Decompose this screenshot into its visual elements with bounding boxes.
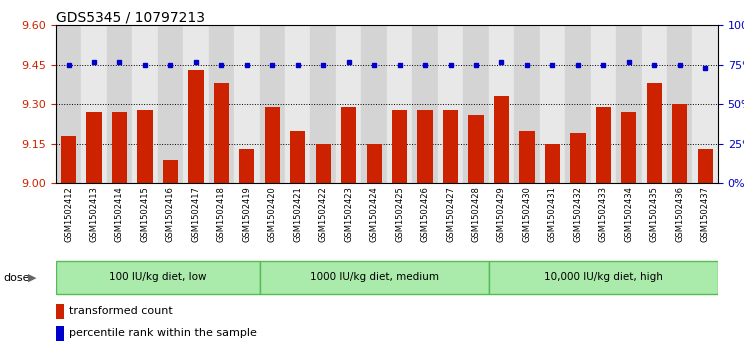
Bar [667,25,693,183]
Bar [112,112,127,183]
FancyBboxPatch shape [489,261,718,294]
Bar [443,110,458,183]
Bar [208,25,234,183]
Bar [336,25,362,183]
Bar [392,110,407,183]
Bar [596,107,611,183]
Bar [163,160,178,183]
Text: dose: dose [4,273,31,283]
Bar [61,136,76,183]
Bar [285,25,310,183]
Bar [106,25,132,183]
FancyBboxPatch shape [56,261,260,294]
Bar [641,25,667,183]
Bar [412,25,437,183]
Text: ▶: ▶ [28,273,36,283]
Bar [698,149,713,183]
Bar [214,83,229,183]
Bar [56,326,64,341]
Bar [260,25,285,183]
Bar [183,25,208,183]
Bar [387,25,412,183]
Bar [570,133,586,183]
Bar [239,149,254,183]
Text: transformed count: transformed count [69,306,173,317]
Bar [341,107,356,183]
Bar [290,131,305,183]
Bar [188,70,204,183]
Bar [489,25,514,183]
Text: percentile rank within the sample: percentile rank within the sample [69,328,257,338]
Bar [616,25,641,183]
Bar [56,25,81,183]
Bar [315,144,331,183]
Bar [86,112,102,183]
Bar [621,112,636,183]
Bar [265,107,280,183]
Bar [138,110,153,183]
Bar [565,25,591,183]
Text: 100 IU/kg diet, low: 100 IU/kg diet, low [109,272,206,282]
Bar [158,25,183,183]
Bar [56,304,64,319]
Bar [362,25,387,183]
Bar [437,25,464,183]
Bar [514,25,539,183]
Bar [417,110,433,183]
Bar [539,25,565,183]
Bar [367,144,382,183]
Bar [693,25,718,183]
Bar [234,25,260,183]
Bar [591,25,616,183]
FancyBboxPatch shape [260,261,489,294]
Bar [310,25,336,183]
Bar [494,97,509,183]
Text: GDS5345 / 10797213: GDS5345 / 10797213 [56,11,205,25]
Bar [81,25,106,183]
Text: 10,000 IU/kg diet, high: 10,000 IU/kg diet, high [544,272,663,282]
Bar [469,115,484,183]
Bar [132,25,158,183]
Text: 1000 IU/kg diet, medium: 1000 IU/kg diet, medium [310,272,439,282]
Bar [519,131,535,183]
Bar [672,104,687,183]
Bar [464,25,489,183]
Bar [545,144,560,183]
Bar [647,83,662,183]
